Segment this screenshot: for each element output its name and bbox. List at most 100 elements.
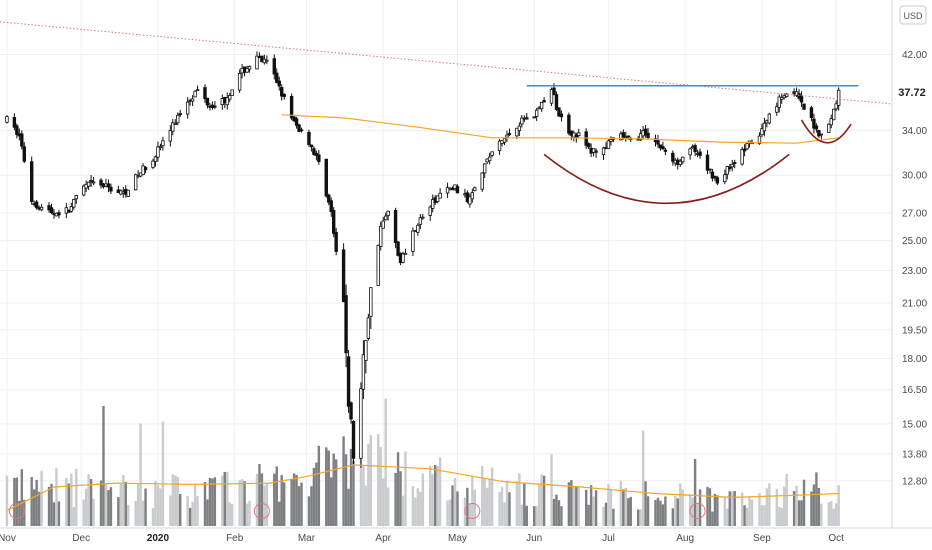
candle-body [22,146,26,162]
volume-bar [40,470,43,526]
candle-body [156,146,160,158]
candle-body [490,151,494,156]
volume-bar [560,506,563,526]
candle-body [688,148,692,156]
candle-body [767,113,772,124]
volume-bar [382,478,385,526]
candle-body [468,196,472,205]
y-tick-label: 23.00 [902,266,927,277]
y-tick-label: 15.00 [902,419,927,430]
x-tick-label: 2020 [147,533,170,544]
volume-bar [327,450,330,526]
volume-bar [55,468,58,526]
candle-body [153,156,158,162]
volume-bar [107,490,110,526]
x-tick-label: Nov [0,533,16,544]
candle-body [401,253,405,263]
volume-bar [587,504,590,526]
volume-bar [119,483,123,526]
candle-body [346,356,351,407]
volume-bar [815,472,818,526]
candle-body [482,163,487,174]
volume-bar [431,474,434,526]
volume-bar [243,481,246,526]
candle-body [369,287,373,317]
x-tick-label: Aug [676,533,694,544]
currency-badge[interactable] [899,5,927,25]
candle-body [517,125,522,131]
volume-bar [834,503,838,526]
candle-body [487,156,492,162]
candle-body [30,161,34,202]
volume-bar [401,495,405,526]
candle-body [361,354,366,390]
candle-body [435,195,440,202]
volume-bar [82,499,85,526]
volume-bar [448,499,452,526]
volume-bar [124,481,127,526]
volume-bar [290,479,293,526]
candle-body [730,163,734,168]
volume-bar [156,485,160,526]
candle-body [91,181,96,184]
candle-body [381,220,385,229]
candle-body [376,245,380,286]
volume-bar [731,491,734,526]
volume-bar [84,488,88,526]
volume-moving-average-line [6,464,839,511]
volume-bar [456,491,459,526]
volume-bar [550,454,553,526]
candle-body [577,132,581,136]
candle-body [809,107,814,119]
candle-body [133,174,138,191]
volume-bar [800,500,803,526]
volume-bar [768,483,771,526]
volume-bar [555,494,558,526]
volume-bar [231,503,234,526]
candle-body [532,116,536,119]
volume-bar [317,445,321,526]
candle-body [49,207,54,214]
volume-bar [386,487,390,526]
candle-body [557,107,561,117]
candle-body [364,340,368,361]
volume-bar [575,486,578,526]
volume-bar [359,431,363,526]
volume-bar [520,504,524,526]
volume-bar [639,509,642,526]
volume-bar [636,509,640,526]
y-tick-label: 27.00 [902,209,927,220]
candle-body [814,125,819,130]
volume-bar [775,489,778,526]
candle-body [379,225,383,247]
candle-body [260,55,264,62]
candle-body [455,186,460,194]
volume-bar [820,503,823,526]
volume-bar [196,495,199,526]
volume-bar [176,477,179,526]
volume-bar [35,479,38,526]
volume-bar [315,462,318,526]
candle-body [802,103,806,110]
volume-bar [584,489,588,526]
x-tick-label: Mar [298,533,316,544]
candle-body [497,140,502,152]
volume-bar [832,508,835,526]
volume-bar [171,474,174,526]
volume-bar [572,486,576,526]
volume-bar [446,500,449,526]
volume-bar [810,491,813,526]
candle-body [539,101,544,110]
volume-bar [726,508,729,526]
candle-body [525,117,529,120]
volume-bar [656,497,660,526]
candle-body [366,317,371,339]
volume-bar [334,459,338,526]
volume-bar [837,485,840,526]
volume-bar [542,475,546,526]
y-tick-label: 19.50 [902,325,927,336]
candle-body [799,95,804,103]
volume-bar [691,497,694,526]
volume-bar [379,447,382,526]
